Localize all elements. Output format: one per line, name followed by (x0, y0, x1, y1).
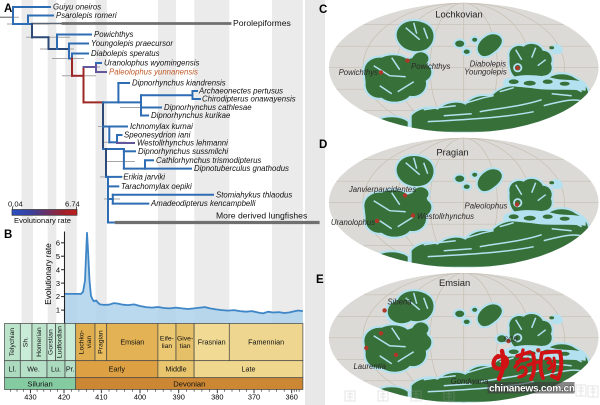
svg-text:Cathlorhynchus trismodipterus: Cathlorhynchus trismodipterus (156, 156, 261, 165)
svg-text:2: 2 (56, 292, 60, 301)
svg-text:Ll.: Ll. (9, 365, 17, 374)
svg-text:Amadeodipterus kencampbelli: Amadeodipterus kencampbelli (150, 199, 256, 208)
svg-text:1: 1 (56, 306, 60, 315)
svg-text:Eife-: Eife- (160, 336, 174, 343)
svg-text:Chirodipterus onawayensis: Chirodipterus onawayensis (202, 95, 296, 104)
svg-text:Ludfordian: Ludfordian (57, 326, 64, 358)
svg-text:We.: We. (27, 365, 40, 374)
svg-text:Uranolophus wyomingensis: Uranolophus wyomingensis (104, 59, 199, 68)
svg-text:C: C (319, 4, 327, 16)
svg-text:Archaeonectes pertusus: Archaeonectes pertusus (198, 87, 283, 96)
svg-text:B: B (4, 229, 12, 241)
svg-text:Pr.: Pr. (66, 365, 75, 374)
svg-text:Emsian: Emsian (439, 277, 470, 288)
svg-text:Dipnotuberculus gnathodus: Dipnotuberculus gnathodus (194, 164, 289, 173)
svg-text:Siberia: Siberia (387, 298, 412, 307)
svg-text:6: 6 (56, 238, 60, 247)
svg-text:Devonian: Devonian (173, 379, 205, 388)
svg-text:Uranolophus: Uranolophus (331, 218, 375, 227)
svg-text:Janvierpaucidentes: Janvierpaucidentes (348, 185, 416, 194)
svg-text:Powichthys: Powichthys (411, 62, 451, 71)
svg-text:Gorstian: Gorstian (48, 329, 55, 355)
svg-text:5: 5 (56, 252, 60, 261)
svg-text:More derived lungfishes: More derived lungfishes (216, 211, 307, 221)
svg-text:4: 4 (56, 265, 60, 274)
svg-text:Erikia jarviki: Erikia jarviki (123, 173, 165, 182)
svg-text:3: 3 (56, 279, 60, 288)
svg-text:Evolutionary rate: Evolutionary rate (44, 243, 53, 305)
svg-text:Westollrhynchus lehmanni: Westollrhynchus lehmanni (137, 139, 228, 148)
svg-text:6.74: 6.74 (65, 200, 80, 209)
svg-text:Tarachomylax oepiki: Tarachomylax oepiki (121, 182, 192, 191)
svg-text:370: 370 (248, 392, 260, 401)
svg-text:Porolepiformes: Porolepiformes (233, 18, 291, 28)
svg-text:360: 360 (286, 392, 298, 401)
svg-text:430: 430 (24, 392, 36, 401)
svg-text:Gondwana: Gondwana (451, 377, 489, 386)
svg-text:lian: lian (162, 343, 173, 350)
svg-text:Paleolophus yunnanensis: Paleolophus yunnanensis (109, 68, 198, 77)
svg-text:Speonesydrion iani: Speonesydrion iani (124, 131, 191, 140)
svg-text:400: 400 (134, 392, 146, 401)
svg-text:Pragian: Pragian (97, 330, 104, 354)
svg-text:Evolutionary rate: Evolutionary rate (14, 216, 71, 225)
svg-text:Lu.: Lu. (51, 365, 61, 374)
svg-text:Psarolepis romeri: Psarolepis romeri (56, 11, 117, 20)
svg-text:Powichthys: Powichthys (94, 30, 134, 39)
svg-text:Emsian: Emsian (120, 338, 144, 347)
svg-text:Homerian: Homerian (36, 327, 43, 357)
svg-text:Westollrhynchus: Westollrhynchus (417, 212, 474, 221)
svg-text:Guiyu oneiros: Guiyu oneiros (53, 3, 101, 12)
svg-text:Dipnorhynchus kurikae: Dipnorhynchus kurikae (151, 111, 231, 120)
svg-text:chinanews.com.cn: chinanews.com.cn (489, 383, 575, 394)
svg-text:Silurian: Silurian (27, 379, 52, 388)
svg-text:Powichthys: Powichthys (339, 68, 379, 77)
svg-text:Dipnorhynchus sussmilchi: Dipnorhynchus sussmilchi (138, 147, 228, 156)
svg-text:420: 420 (58, 392, 70, 401)
svg-text:Sh.: Sh. (23, 337, 30, 347)
svg-text:410: 410 (95, 392, 107, 401)
svg-text:Telychian: Telychian (9, 328, 16, 357)
svg-text:SCB: SCB (503, 336, 518, 343)
svg-text:Middle: Middle (165, 365, 186, 374)
svg-text:Give-: Give- (177, 336, 193, 343)
svg-text:0.04: 0.04 (8, 200, 23, 209)
svg-text:A: A (4, 3, 12, 15)
svg-text:390: 390 (173, 392, 185, 401)
svg-text:E: E (316, 274, 324, 286)
svg-text:Diabolepis: Diabolepis (470, 60, 507, 69)
svg-text:Famennian: Famennian (248, 338, 284, 347)
svg-text:Pragian: Pragian (436, 147, 468, 158)
svg-text:Laurentia: Laurentia (353, 362, 386, 371)
svg-text:380: 380 (211, 392, 223, 401)
svg-text:Late: Late (242, 365, 256, 374)
svg-text:Paleolophus: Paleolophus (465, 202, 508, 211)
svg-text:Lochkovian: Lochkovian (435, 9, 482, 20)
svg-text:Lochko-: Lochko- (79, 330, 86, 354)
svg-text:vian: vian (86, 336, 93, 349)
svg-text:Early: Early (109, 365, 126, 374)
svg-text:Diabolepis speratus: Diabolepis speratus (91, 49, 160, 58)
svg-text:Stomiahykus thlaodus: Stomiahykus thlaodus (216, 190, 292, 199)
svg-text:D: D (319, 139, 327, 151)
svg-text:Frasnian: Frasnian (198, 338, 226, 347)
svg-text:tian: tian (180, 343, 191, 350)
svg-text:Youngolepis praecursor: Youngolepis praecursor (91, 39, 173, 48)
svg-text:Dipnorhynchus kiandrensis: Dipnorhynchus kiandrensis (132, 79, 226, 88)
svg-text:Ichnomylax kurnai: Ichnomylax kurnai (130, 122, 193, 131)
svg-text:Youngolepis: Youngolepis (464, 68, 507, 77)
svg-text:Dipnorhynchus cathlesae: Dipnorhynchus cathlesae (164, 103, 252, 112)
